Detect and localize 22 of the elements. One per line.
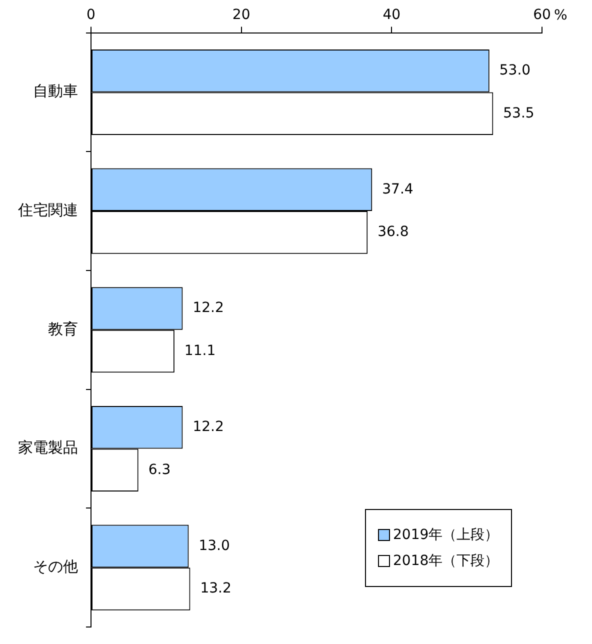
data-label: 11.1 <box>184 342 216 359</box>
y-tick-label: 自動車 <box>33 82 78 100</box>
data-label: 36.8 <box>378 224 409 240</box>
text: 2018年（下段） <box>393 552 499 570</box>
data-label: 53.0 <box>499 62 531 78</box>
y-tick-label: 教育 <box>48 320 78 338</box>
y-tick-label: 家電製品 <box>18 438 78 457</box>
x-tick-label: 40 <box>382 7 401 24</box>
data-label: 13.0 <box>198 538 230 554</box>
x-tick-label: 0 <box>86 7 96 24</box>
data-label: 53.5 <box>503 105 534 122</box>
data-label: 6.3 <box>148 462 171 478</box>
data-label: 12.2 <box>192 418 224 435</box>
legend-label: 2019年（上段） <box>393 526 499 544</box>
x-tick-label: 20 <box>232 7 250 24</box>
y-tick-label: その他 <box>33 557 78 576</box>
data-label: 12.2 <box>192 300 224 316</box>
x-tick-label: 60 <box>533 7 551 24</box>
data-label: 13.2 <box>200 580 232 597</box>
x-axis-title: % <box>554 8 568 24</box>
y-tick-label: 住宅関連 <box>17 200 78 219</box>
data-label: 37.4 <box>382 181 414 198</box>
